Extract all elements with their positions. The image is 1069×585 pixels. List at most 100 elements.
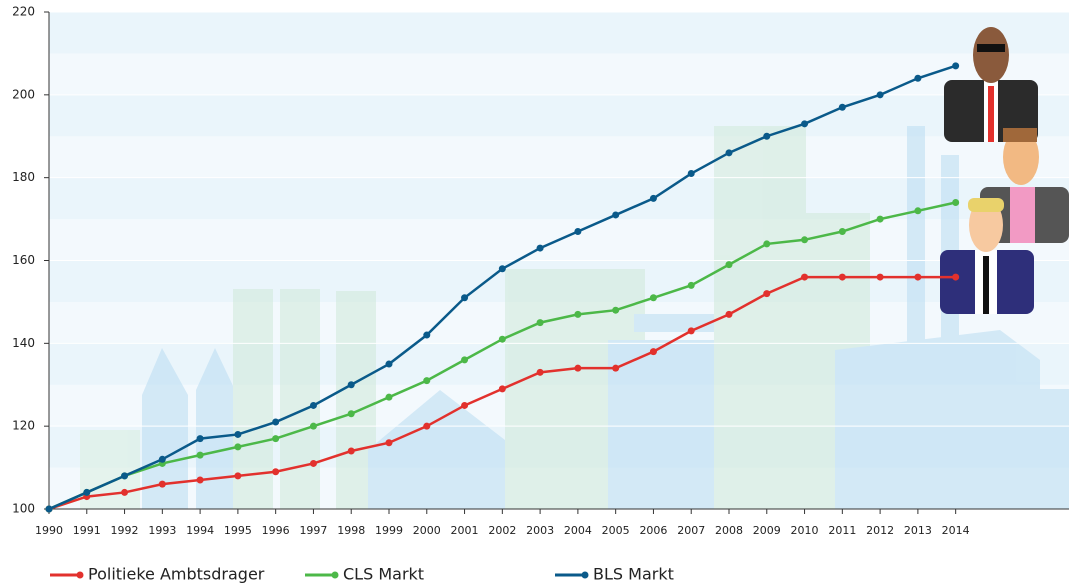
legend-label: BLS Markt (593, 565, 674, 584)
point (197, 435, 204, 442)
point (574, 311, 581, 318)
point (801, 236, 808, 243)
point (348, 448, 355, 455)
x-tick-label: 1994 (186, 524, 214, 537)
point (499, 336, 506, 343)
point (310, 460, 317, 467)
x-tick-label: 2009 (753, 524, 781, 537)
y-tick-label: 120 (12, 419, 35, 433)
legend-label: Politieke Ambtsdrager (88, 565, 265, 584)
x-tick-label: 2013 (904, 524, 932, 537)
point (159, 456, 166, 463)
x-tick-label: 2004 (564, 524, 592, 537)
point (801, 120, 808, 127)
point (537, 245, 544, 252)
point (234, 443, 241, 450)
point (423, 377, 430, 384)
point (650, 348, 657, 355)
point (159, 481, 166, 488)
point (726, 311, 733, 318)
point (121, 472, 128, 479)
x-tick-label: 2001 (451, 524, 479, 537)
point (234, 472, 241, 479)
x-tick-label: 2006 (639, 524, 667, 537)
x-tick-label: 2011 (828, 524, 856, 537)
y-tick-label: 100 (12, 502, 35, 516)
point (348, 381, 355, 388)
point (914, 207, 921, 214)
x-tick-label: 2012 (866, 524, 894, 537)
point (310, 423, 317, 430)
x-tick-label: 1997 (299, 524, 327, 537)
x-tick-label: 1998 (337, 524, 365, 537)
x-tick-label: 1995 (224, 524, 252, 537)
x-tick-label: 1990 (35, 524, 63, 537)
x-tick-label: 1991 (73, 524, 101, 537)
x-tick-label: 2002 (488, 524, 516, 537)
point (650, 294, 657, 301)
point (423, 332, 430, 339)
band (49, 53, 1069, 94)
point (914, 274, 921, 281)
point (348, 410, 355, 417)
point (272, 419, 279, 426)
point (952, 199, 959, 206)
chart: 1001201401601802002201990199119921993199… (0, 0, 1069, 585)
point (386, 439, 393, 446)
y-tick-label: 160 (12, 253, 35, 267)
point (499, 265, 506, 272)
point (839, 274, 846, 281)
point (234, 431, 241, 438)
x-tick-label: 2008 (715, 524, 743, 537)
point (612, 211, 619, 218)
point (688, 170, 695, 177)
point (537, 369, 544, 376)
point (839, 228, 846, 235)
point (574, 365, 581, 372)
legend-dot (332, 572, 339, 579)
point (612, 307, 619, 314)
x-tick-label: 1999 (375, 524, 403, 537)
point (763, 240, 770, 247)
point (914, 75, 921, 82)
point (499, 385, 506, 392)
point (272, 435, 279, 442)
x-tick-label: 2000 (413, 524, 441, 537)
point (537, 319, 544, 326)
x-tick-label: 2010 (791, 524, 819, 537)
point (763, 133, 770, 140)
point (197, 452, 204, 459)
point (197, 477, 204, 484)
point (839, 104, 846, 111)
point (461, 356, 468, 363)
point (726, 261, 733, 268)
x-tick-label: 2014 (942, 524, 970, 537)
point (763, 290, 770, 297)
point (83, 489, 90, 496)
point (46, 506, 53, 513)
x-tick-label: 1993 (148, 524, 176, 537)
x-tick-label: 1996 (262, 524, 290, 537)
x-tick-label: 1992 (111, 524, 139, 537)
y-tick-label: 140 (12, 336, 35, 350)
point (801, 274, 808, 281)
y-tick-label: 180 (12, 170, 35, 184)
point (952, 274, 959, 281)
legend-label: CLS Markt (343, 565, 424, 584)
point (952, 62, 959, 69)
point (310, 402, 317, 409)
x-tick-label: 2007 (677, 524, 705, 537)
point (574, 228, 581, 235)
x-tick-label: 2003 (526, 524, 554, 537)
point (688, 327, 695, 334)
point (877, 216, 884, 223)
legend-dot (582, 572, 589, 579)
point (386, 361, 393, 368)
point (121, 489, 128, 496)
point (612, 365, 619, 372)
point (688, 282, 695, 289)
point (877, 91, 884, 98)
point (726, 149, 733, 156)
point (423, 423, 430, 430)
y-tick-label: 200 (12, 87, 35, 101)
